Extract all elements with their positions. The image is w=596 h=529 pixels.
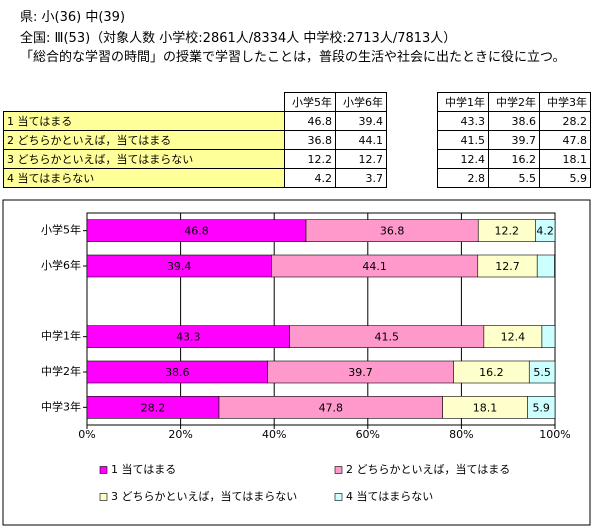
row-header: 1 当てはまる: [3, 111, 285, 131]
table-cell: 39.4: [335, 111, 387, 131]
bar-segment: [541, 325, 556, 348]
data-label: 12.7: [495, 260, 520, 273]
legend-swatch: [334, 466, 343, 474]
table-cell: 3.7: [335, 168, 387, 188]
row-header: 2 どちらかといえば，当てはまる: [3, 130, 285, 150]
table-cell: 18.1: [539, 149, 591, 169]
chart-frame: [2, 199, 591, 526]
y-tick-label: 中学2年: [41, 364, 81, 378]
table-cell: 4.2: [284, 168, 336, 188]
question: 「総合的な学習の時間」の授業で学習したことは，普段の生活や社会に出たときに役に立…: [20, 50, 566, 65]
bar-segment: [535, 219, 556, 242]
data-label: 12.4: [501, 331, 526, 344]
x-tick-label: 100%: [539, 428, 570, 441]
data-label: 46.8: [184, 225, 209, 238]
legend-label: 2 どちらかといえば，当てはまる: [346, 462, 510, 476]
x-tick-label: 80%: [449, 428, 473, 441]
legend-swatch: [334, 493, 343, 501]
data-label: 38.6: [165, 366, 190, 379]
legend-swatch: [99, 466, 108, 474]
table-cell: 12.2: [284, 149, 336, 169]
legend-label: 1 当てはまる: [111, 462, 176, 476]
data-label: 4.2: [536, 225, 554, 238]
data-label: 43.3: [176, 331, 201, 344]
header-line: 全国: Ⅲ(53)（対象人数 小学校:2861人/8334人 中学校:2713人…: [20, 31, 457, 46]
y-tick-label: 中学1年: [41, 329, 81, 343]
bar-segment: [527, 396, 556, 419]
y-tick-label: 小学5年: [41, 223, 81, 237]
row-header: 3 どちらかといえば，当てはまらない: [3, 149, 285, 169]
table-cell: 38.6: [488, 111, 540, 131]
x-tick-label: 40%: [262, 428, 286, 441]
x-tick-label: 60%: [356, 428, 380, 441]
data-label: 12.2: [495, 225, 520, 238]
data-label: 28.2: [141, 401, 166, 414]
legend-label: 4 当てはまらない: [346, 489, 433, 503]
data-label: 39.4: [167, 260, 192, 273]
header-line: 県: 小(36) 中(39): [20, 10, 126, 25]
table-cell: 41.5: [437, 130, 489, 150]
data-label: 36.8: [380, 225, 405, 238]
table-cell: 36.8: [284, 130, 336, 150]
legend-label: 3 どちらかといえば，当てはまらない: [111, 489, 297, 503]
x-tick-label: 20%: [168, 428, 192, 441]
bar-segment: [536, 254, 555, 278]
table-cell: 2.8: [437, 168, 489, 188]
data-label: 44.1: [362, 260, 387, 273]
data-label: 16.2: [479, 366, 504, 379]
data-label: 47.8: [319, 401, 344, 414]
data-label: 5.5: [533, 366, 551, 379]
table-cell: 16.2: [488, 149, 540, 169]
bar-segment: [528, 360, 556, 384]
table-row: 小学5年 小学6年 中学1年 中学2年 中学3年: [4, 92, 591, 112]
y-tick-label: 中学3年: [41, 399, 81, 413]
y-tick-label: 小学6年: [41, 258, 81, 272]
x-tick-label: 0%: [78, 428, 95, 441]
data-label: 18.1: [473, 401, 498, 414]
table-row: 3 どちらかといえば，当てはまらない 12.2 12.7 12.4 16.2 18.1: [3, 149, 591, 169]
table-cell: 5.5: [488, 168, 540, 188]
data-label: 41.5: [375, 331, 400, 344]
data-label: 5.9: [532, 401, 550, 414]
row-header: 4 当てはまらない: [3, 168, 285, 188]
table-row: 4 当てはまらない 4.2 3.7 2.8 5.5 5.9: [3, 168, 591, 188]
legend-swatch: [99, 493, 108, 501]
data-table: 小学5年 小学6年 中学1年 中学2年 中学3年 1 当てはまる 46.8 39.4 43.3 3…: [3, 92, 591, 188]
plot-area: [86, 212, 556, 426]
data-label: 39.7: [348, 366, 373, 379]
table-cell: 5.9: [539, 168, 591, 188]
